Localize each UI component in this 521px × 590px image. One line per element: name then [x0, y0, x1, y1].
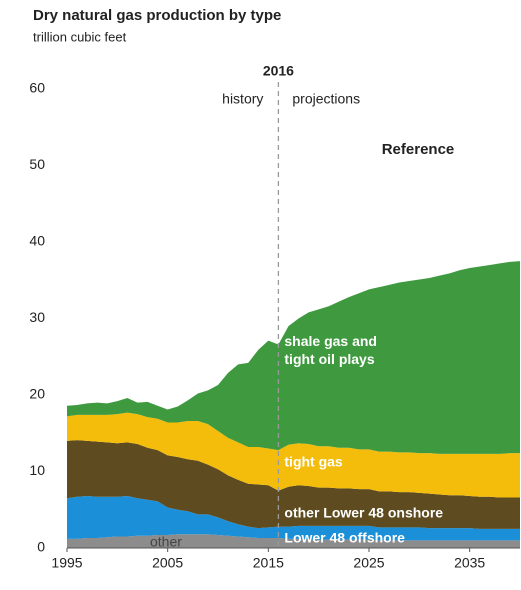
x-tick-label: 1995 — [51, 555, 82, 571]
y-tick-label: 60 — [29, 80, 45, 96]
y-tick-label: 30 — [29, 309, 45, 325]
y-tick-label: 40 — [29, 233, 45, 249]
series-label: Lower 48 offshore — [284, 530, 405, 546]
area — [67, 440, 520, 529]
series-label: other Lower 48 onshore — [284, 505, 443, 521]
x-tick-label: 2005 — [152, 555, 183, 571]
area — [67, 261, 520, 454]
series-label: other — [150, 534, 182, 550]
area — [67, 534, 520, 548]
scenario-label: Reference — [382, 141, 455, 158]
area — [67, 495, 520, 541]
chart-title: Dry natural gas production by type — [33, 7, 281, 24]
projections-label: projections — [292, 91, 360, 107]
x-tick-label: 2015 — [253, 555, 284, 571]
series-label: tight gas — [284, 454, 343, 470]
x-tick-label: 2035 — [454, 555, 485, 571]
series-label: shale gas and tight oil plays — [284, 333, 377, 367]
x-tick-label: 2025 — [353, 555, 384, 571]
divider-year: 2016 — [263, 63, 294, 79]
chart-subtitle: trillion cubic feet — [33, 29, 127, 44]
y-tick-label: 0 — [37, 539, 45, 555]
areas — [67, 261, 520, 548]
history-label: history — [222, 91, 263, 107]
y-tick-label: 20 — [29, 386, 45, 402]
y-tick-label: 10 — [29, 462, 45, 478]
y-tick-label: 50 — [29, 156, 45, 172]
area — [67, 412, 520, 498]
